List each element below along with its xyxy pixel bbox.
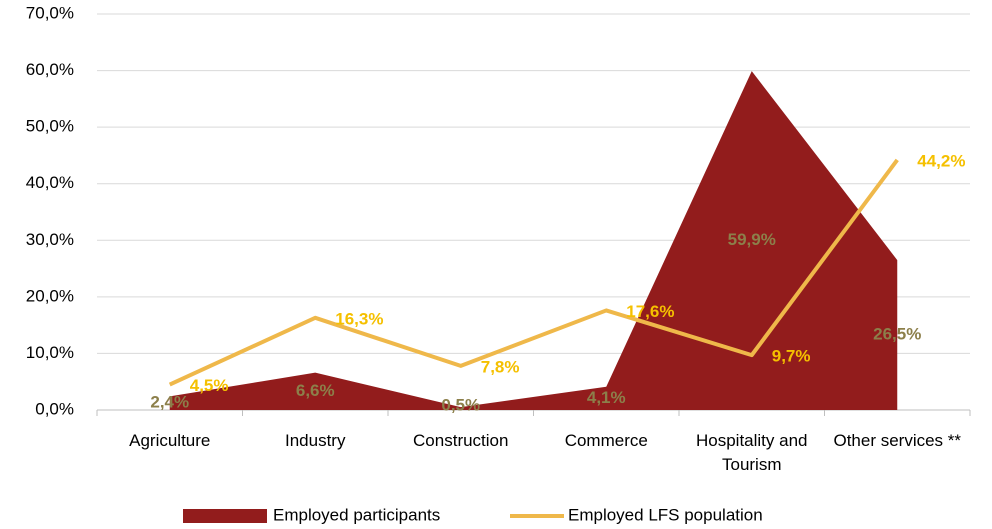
y-tick-label: 0,0%	[35, 399, 74, 418]
data-label: 26,5%	[873, 325, 921, 344]
y-tick-label: 70,0%	[26, 3, 74, 22]
y-tick-label: 50,0%	[26, 117, 74, 136]
x-tick-label: Hospitality and Tourism	[695, 431, 808, 474]
x-tick-label: Other services **	[833, 431, 962, 450]
legend-swatch	[183, 509, 267, 523]
data-label: 4,5%	[190, 376, 229, 395]
data-label: 44,2%	[917, 151, 965, 170]
data-label: 2,4%	[150, 393, 189, 412]
data-label: 59,9%	[728, 230, 776, 249]
x-tick-label: Commerce	[564, 431, 648, 450]
data-label: 4,1%	[587, 388, 626, 407]
x-tick-label: Industry	[285, 431, 346, 450]
y-tick-label: 30,0%	[26, 230, 74, 249]
y-tick-label: 10,0%	[26, 343, 74, 362]
y-tick-label: 60,0%	[26, 60, 74, 79]
y-tick-label: 20,0%	[26, 286, 74, 305]
data-label: 9,7%	[772, 347, 811, 366]
legend-label: Employed participants	[273, 505, 440, 524]
data-label: 6,6%	[296, 381, 335, 400]
x-tick-label: Construction	[413, 431, 509, 450]
line	[168, 158, 899, 387]
legend-label: Employed LFS population	[568, 505, 763, 524]
data-label: 0,5%	[441, 395, 480, 414]
data-label: 17,6%	[626, 302, 674, 321]
data-label: 16,3%	[335, 309, 383, 328]
x-tick-label: Agriculture	[129, 431, 211, 450]
data-label: 7,8%	[481, 357, 520, 376]
area	[169, 71, 898, 410]
y-tick-label: 40,0%	[26, 173, 74, 192]
